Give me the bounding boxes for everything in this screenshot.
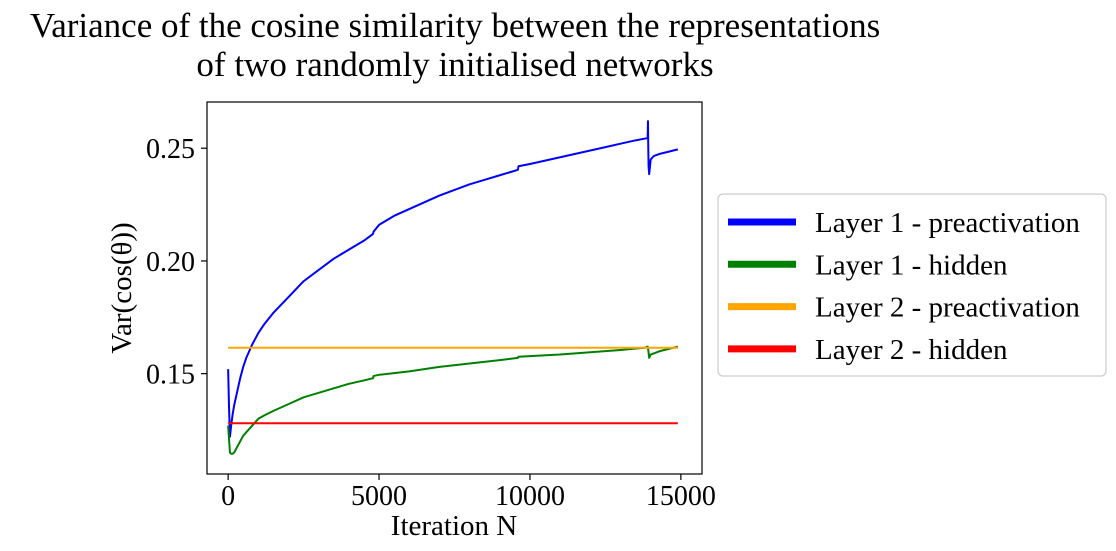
chart-title: Variance of the cosine similarity betwee…: [30, 6, 880, 84]
x-axis-ticks: 0 5000 10000 15000: [221, 474, 716, 512]
x-tick-label-2: 10000: [495, 481, 565, 512]
legend-entries: Layer 1 - preactivation Layer 1 - hidden L…: [728, 207, 1080, 366]
legend: Layer 1 - preactivation Layer 1 - hidden L…: [717, 193, 1107, 377]
x-tick-label-1: 5000: [351, 481, 407, 512]
x-axis-label: Iteration N: [391, 510, 517, 542]
y-axis-label: Var(cos(θ)): [106, 222, 138, 353]
chart-title-line-2: of two randomly initialised networks: [196, 45, 713, 84]
plot-frame: [206, 101, 703, 475]
series-line-1: [227, 120, 679, 438]
legend-label-3: Layer 2 - preactivation: [815, 292, 1080, 324]
legend-label-4: Layer 2 - hidden: [815, 334, 1008, 366]
y-tick-label-2: 0.25: [146, 134, 195, 165]
y-axis-ticks: 0.15 0.20 0.25: [146, 134, 207, 391]
series-line-2: [227, 345, 679, 455]
legend-frame: [717, 193, 1107, 377]
x-tick-label-0: 0: [221, 481, 235, 512]
legend-label-2: Layer 1 - hidden: [815, 249, 1008, 281]
y-tick-label-1: 0.20: [146, 247, 195, 278]
x-tick-label-3: 15000: [646, 481, 716, 512]
legend-label-1: Layer 1 - preactivation: [815, 207, 1080, 239]
series-layer: [227, 120, 679, 455]
y-tick-label-0: 0.15: [146, 360, 195, 391]
chart-title-line-1: Variance of the cosine similarity betwee…: [30, 6, 880, 45]
